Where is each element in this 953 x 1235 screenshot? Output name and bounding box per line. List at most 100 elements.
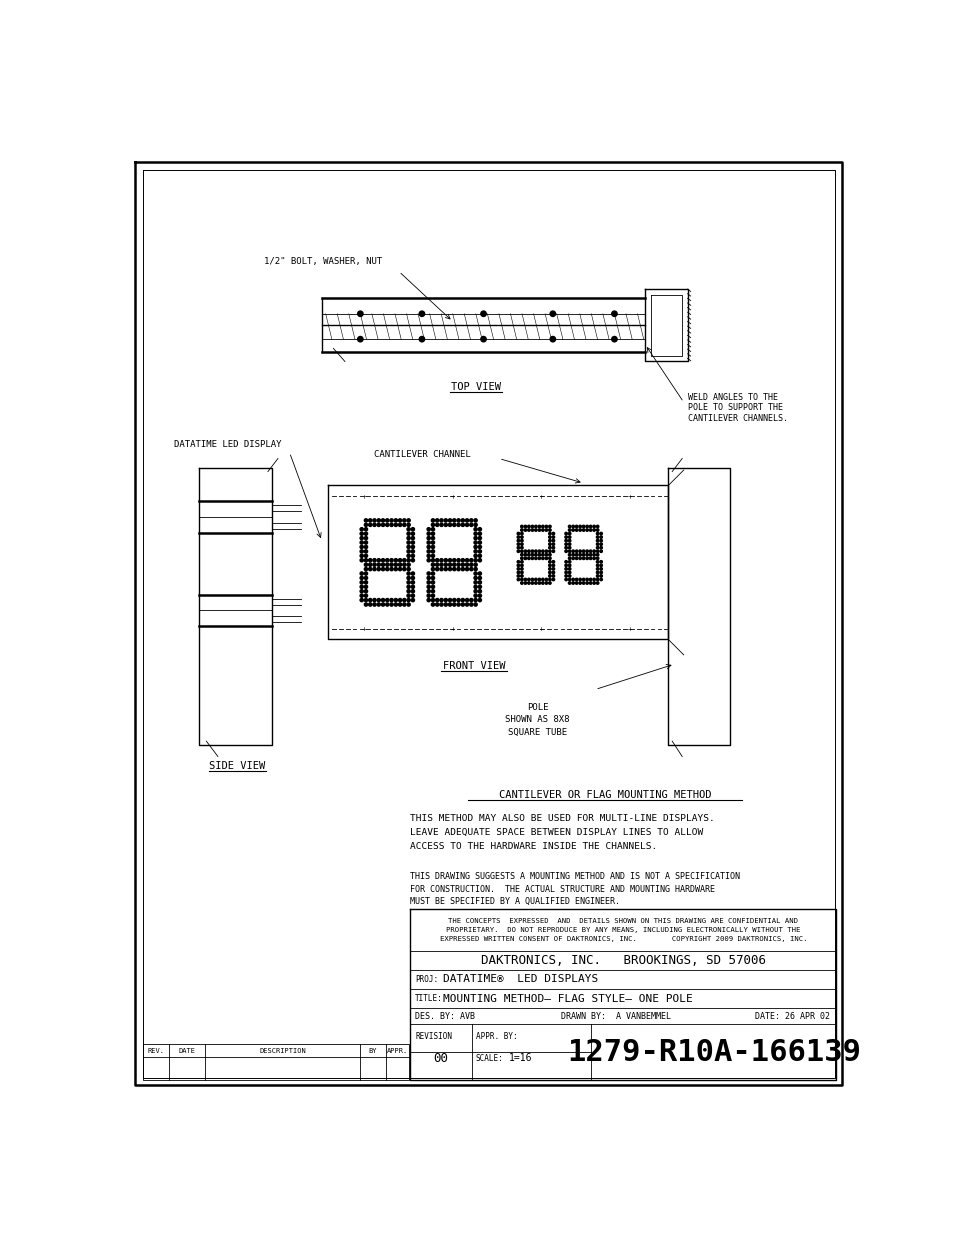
Circle shape (520, 574, 522, 577)
Circle shape (357, 311, 363, 316)
Circle shape (427, 580, 430, 584)
Circle shape (575, 557, 578, 559)
Text: TITLE:: TITLE: (415, 994, 442, 1003)
Circle shape (477, 527, 481, 531)
Circle shape (568, 536, 570, 538)
Circle shape (548, 578, 551, 580)
Circle shape (520, 546, 522, 548)
Circle shape (585, 550, 588, 552)
Circle shape (596, 574, 598, 577)
Circle shape (564, 550, 567, 552)
Circle shape (359, 589, 363, 593)
Circle shape (469, 558, 473, 562)
Circle shape (581, 550, 584, 552)
Circle shape (474, 524, 476, 526)
Circle shape (527, 582, 530, 584)
Circle shape (596, 564, 598, 567)
Circle shape (436, 603, 438, 606)
Circle shape (436, 599, 438, 601)
Circle shape (436, 524, 438, 526)
Circle shape (544, 553, 547, 556)
Circle shape (575, 550, 578, 552)
Circle shape (364, 524, 367, 526)
Circle shape (564, 536, 567, 538)
Circle shape (537, 582, 540, 584)
Circle shape (564, 532, 567, 535)
Circle shape (385, 558, 389, 562)
Circle shape (364, 563, 367, 567)
Circle shape (407, 563, 410, 567)
Circle shape (571, 557, 574, 559)
Circle shape (373, 519, 375, 522)
Circle shape (431, 585, 435, 588)
Circle shape (534, 582, 537, 584)
Text: TOP VIEW: TOP VIEW (451, 382, 500, 391)
Circle shape (390, 558, 393, 562)
Circle shape (427, 527, 430, 531)
Circle shape (474, 558, 476, 562)
Circle shape (431, 572, 435, 576)
Circle shape (439, 603, 442, 606)
Circle shape (368, 568, 372, 571)
Circle shape (568, 550, 570, 552)
Circle shape (520, 568, 522, 571)
Circle shape (477, 599, 481, 601)
Circle shape (520, 543, 522, 546)
Circle shape (407, 524, 410, 526)
Circle shape (474, 594, 476, 598)
Circle shape (469, 563, 473, 567)
Circle shape (431, 599, 435, 601)
Circle shape (373, 568, 375, 571)
Circle shape (411, 527, 414, 531)
Circle shape (552, 532, 554, 535)
Circle shape (568, 561, 570, 563)
Circle shape (564, 572, 567, 573)
Circle shape (541, 578, 543, 580)
Circle shape (359, 585, 363, 588)
Circle shape (575, 578, 578, 580)
Circle shape (541, 529, 543, 531)
Circle shape (373, 563, 375, 567)
Circle shape (452, 563, 456, 567)
Circle shape (431, 577, 435, 579)
Circle shape (364, 589, 367, 593)
Circle shape (427, 555, 430, 557)
Circle shape (596, 532, 598, 535)
Circle shape (460, 524, 464, 526)
Circle shape (390, 568, 393, 571)
Circle shape (390, 524, 393, 526)
Circle shape (480, 311, 486, 316)
Circle shape (431, 568, 435, 571)
Circle shape (548, 564, 551, 567)
Circle shape (407, 555, 410, 557)
Circle shape (517, 540, 519, 542)
Circle shape (474, 527, 476, 531)
Circle shape (585, 529, 588, 531)
Circle shape (571, 525, 574, 527)
Circle shape (599, 546, 601, 548)
Circle shape (359, 572, 363, 576)
Circle shape (418, 336, 424, 342)
Circle shape (531, 582, 533, 584)
Circle shape (411, 594, 414, 598)
Circle shape (364, 541, 367, 545)
Circle shape (364, 585, 367, 588)
Circle shape (448, 599, 451, 601)
Circle shape (517, 550, 519, 552)
Circle shape (578, 582, 580, 584)
Circle shape (376, 603, 380, 606)
Circle shape (592, 550, 595, 552)
Circle shape (385, 603, 389, 606)
Circle shape (394, 603, 397, 606)
Circle shape (364, 532, 367, 535)
Circle shape (469, 603, 473, 606)
Circle shape (534, 529, 537, 531)
Circle shape (599, 561, 601, 563)
Circle shape (564, 540, 567, 542)
Circle shape (469, 524, 473, 526)
Circle shape (474, 580, 476, 584)
Text: WELD ANGLES TO THE
POLE TO SUPPORT THE
CANTILEVER CHANNELS.: WELD ANGLES TO THE POLE TO SUPPORT THE C… (687, 393, 787, 422)
Circle shape (407, 577, 410, 579)
Text: DES. BY: AVB: DES. BY: AVB (415, 1011, 475, 1021)
Circle shape (581, 525, 584, 527)
